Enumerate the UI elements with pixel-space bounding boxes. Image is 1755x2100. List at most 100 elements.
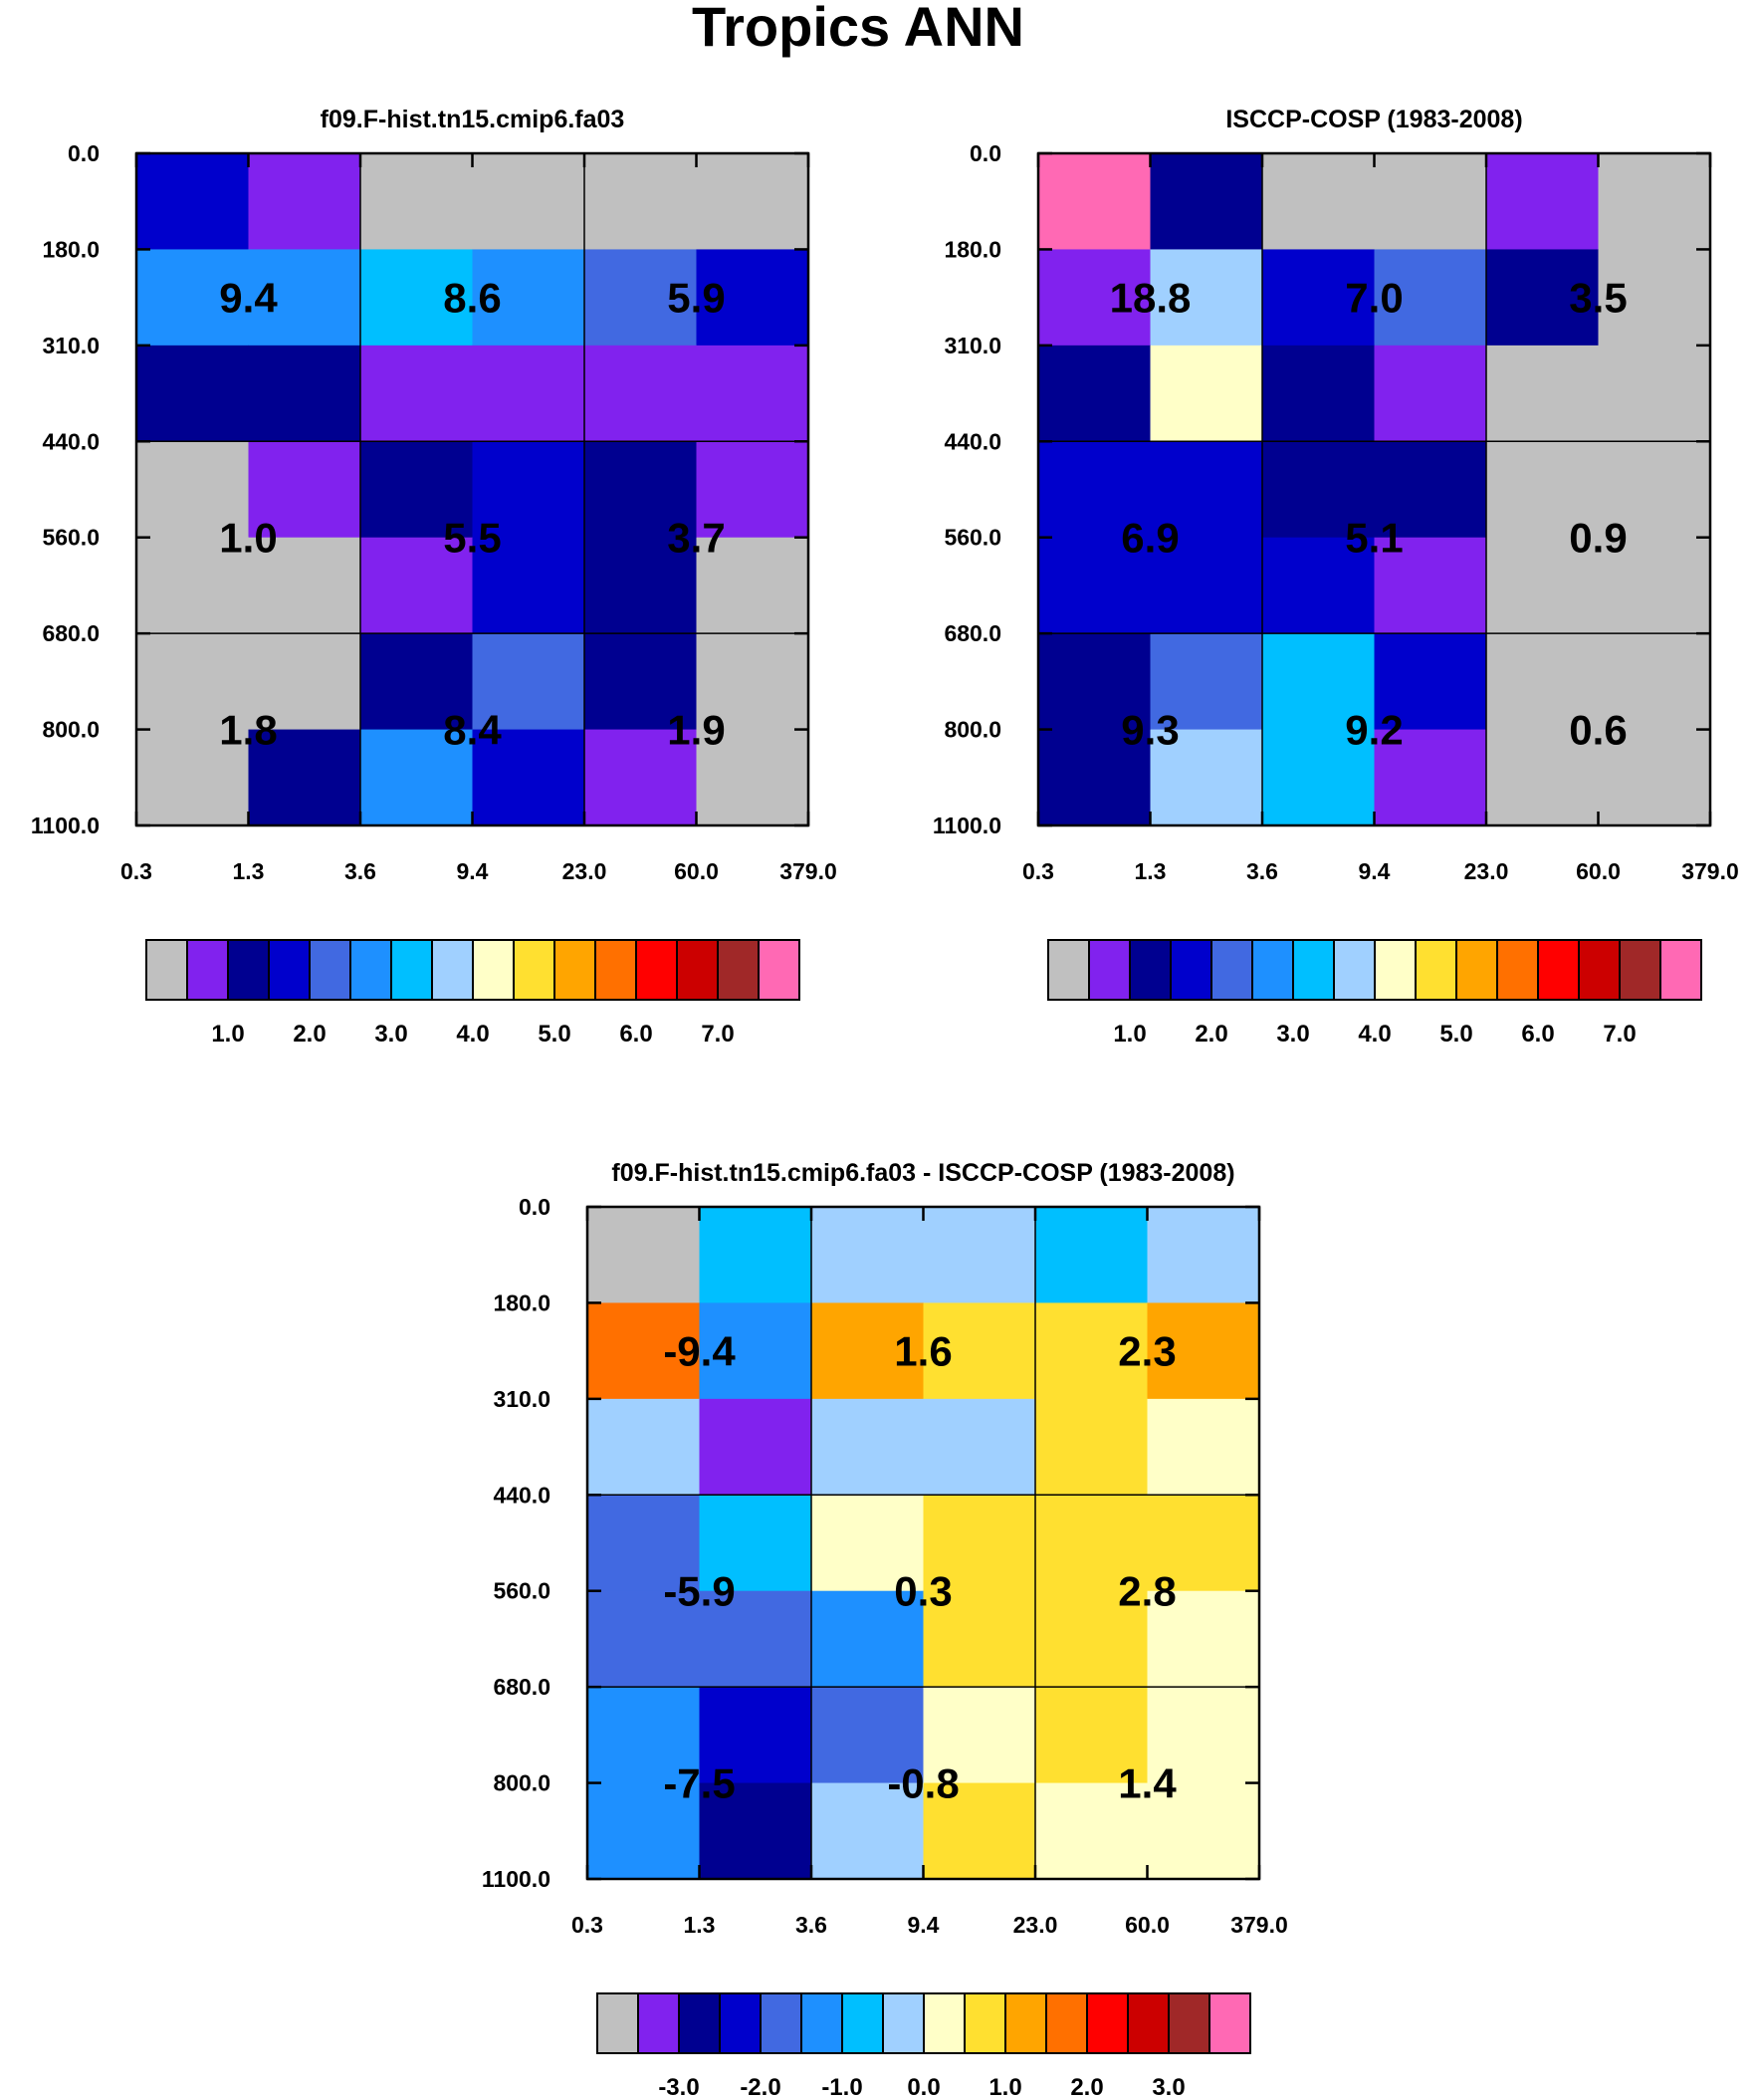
colorbar-swatch	[1088, 939, 1131, 1001]
x-tick-label: 60.0	[674, 858, 719, 884]
heatmap-cell	[360, 345, 473, 442]
block-value: 0.6	[1569, 707, 1627, 754]
colorbar-swatch	[882, 1992, 925, 2054]
heatmap-cell	[1262, 153, 1375, 250]
y-tick-label: 1100.0	[933, 813, 1001, 838]
heatmap-cell	[1147, 1302, 1260, 1400]
y-tick-label: 310.0	[493, 1386, 550, 1412]
colorbar-swatch	[1292, 939, 1335, 1001]
heatmap-cell	[699, 1207, 812, 1303]
colorbar-swatch	[594, 939, 637, 1001]
block-value: 2.3	[1118, 1328, 1176, 1375]
x-tick-label: 23.0	[1013, 1912, 1058, 1938]
block-value: 0.3	[894, 1568, 952, 1615]
y-tick-label: 1100.0	[482, 1866, 550, 1892]
colorbar-swatch	[1208, 1992, 1251, 2054]
colorbar-swatch	[553, 939, 596, 1001]
heatmap-cell	[1598, 633, 1711, 731]
colorbar-label: 0.0	[907, 2074, 940, 2100]
colorbar-label: 1.0	[988, 2074, 1021, 2100]
colorbar-swatch	[923, 1992, 966, 2054]
heatmap-cell	[1147, 1398, 1260, 1496]
x-tick-label: 0.3	[1022, 858, 1054, 884]
heatmap-cell	[1374, 633, 1487, 731]
block-value: 8.4	[443, 707, 502, 754]
heatmap-cell	[1035, 1302, 1148, 1400]
block-value: 5.9	[667, 275, 725, 322]
heatmap-cell	[811, 1782, 924, 1880]
heatmap-cell	[1035, 1590, 1148, 1688]
heatmap-cell	[136, 249, 249, 347]
block-value: 9.4	[219, 275, 278, 322]
block-value: 8.6	[443, 275, 501, 322]
heatmap-cell	[1038, 729, 1151, 826]
heatmap-cell	[136, 441, 249, 539]
heatmap-cell	[584, 633, 697, 731]
y-tick-label: 180.0	[493, 1289, 550, 1315]
heatmap-cell	[136, 153, 249, 250]
colorbar-swatch	[758, 939, 800, 1001]
heatmap-cell	[584, 249, 697, 347]
x-tick-label: 9.4	[457, 858, 489, 884]
block-value: 1.8	[219, 707, 277, 754]
block-value: 5.1	[1345, 515, 1403, 562]
heatmap-cell	[1262, 729, 1375, 826]
heatmap-cell	[587, 1687, 700, 1784]
heatmap-cell	[699, 1687, 812, 1784]
heatmap-cell	[1262, 249, 1375, 347]
heatmap-cell	[1486, 249, 1599, 347]
block-value: 2.8	[1118, 1568, 1176, 1615]
x-tick-label: 23.0	[562, 858, 607, 884]
heatmap-cell	[1262, 633, 1375, 731]
heatmap-cell	[584, 537, 697, 634]
heatmap-cell	[1147, 1590, 1260, 1688]
y-tick-label: 680.0	[944, 620, 1001, 646]
colorbar-swatch	[635, 939, 678, 1001]
colorbar-label: 2.0	[1070, 2074, 1103, 2100]
heatmap-cell	[1374, 345, 1487, 442]
heatmap-cell	[360, 537, 473, 634]
heatmap-cell	[360, 249, 473, 347]
heatmap-cell	[696, 537, 809, 634]
heatmap-cell	[696, 249, 809, 347]
colorbar-swatch	[760, 1992, 802, 2054]
heatmap-cell	[136, 345, 249, 442]
heatmap-cell	[1038, 441, 1151, 539]
heatmap-cell	[587, 1398, 700, 1496]
colorbar-swatch	[349, 939, 392, 1001]
colorbar-label: 4.0	[456, 1021, 489, 1048]
y-tick-label: 180.0	[944, 236, 1001, 262]
colorbar-swatch	[1168, 1992, 1210, 2054]
block-value: 18.8	[1110, 275, 1192, 322]
colorbar-swatch	[145, 939, 188, 1001]
heatmap-cell	[1262, 537, 1375, 634]
colorbar-label: 6.0	[619, 1021, 652, 1048]
heatmap-cell	[699, 1398, 812, 1496]
heatmap-cell	[1150, 249, 1263, 347]
colorbar-label: 3.0	[374, 1021, 407, 1048]
colorbar-swatch	[678, 1992, 721, 2054]
colorbar-label: 2.0	[1195, 1021, 1227, 1048]
heatmap-cell	[1038, 345, 1151, 442]
colorbar-label: 4.0	[1358, 1021, 1391, 1048]
heatmap-cell	[1147, 1782, 1260, 1880]
heatmap-cell	[923, 1302, 1036, 1400]
heatmap-cell	[1598, 249, 1711, 347]
colorbar-swatch	[1251, 939, 1294, 1001]
heatmap-cell	[699, 1782, 812, 1880]
block-value: -7.5	[663, 1760, 735, 1807]
heatmap-cell	[1598, 729, 1711, 826]
block-value: 5.5	[443, 515, 501, 562]
heatmap-cell	[923, 1590, 1036, 1688]
colorbar-label: 5.0	[538, 1021, 570, 1048]
heatmap-cell	[1598, 345, 1711, 442]
heatmap-cell	[696, 633, 809, 731]
colorbar-swatch	[1004, 1992, 1047, 2054]
heatmap-cell	[248, 153, 361, 250]
heatmap-cell	[1374, 729, 1487, 826]
colorbar-label: -2.0	[740, 2074, 780, 2100]
heatmap-cell	[248, 441, 361, 539]
heatmap-cell	[472, 345, 585, 442]
heatmap-cell	[1486, 729, 1599, 826]
heatmap-cell	[811, 1495, 924, 1592]
